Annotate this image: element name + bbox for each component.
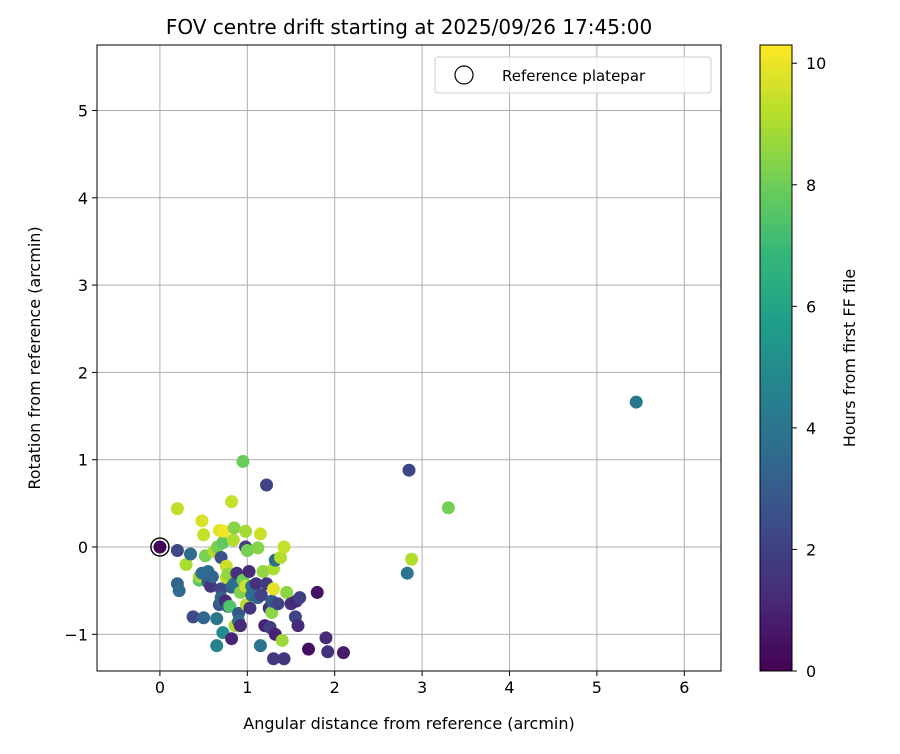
scatter-point bbox=[267, 652, 281, 666]
legend-marker-reference bbox=[454, 65, 474, 85]
scatter-point bbox=[242, 564, 256, 578]
scatter-point bbox=[400, 566, 414, 580]
reference-marker-layer bbox=[150, 537, 170, 557]
scatter-point bbox=[274, 550, 288, 564]
colorbar-ticks: 0 2 4 6 8 10 bbox=[792, 54, 826, 681]
x-axis-ticks: 0 1 2 3 4 5 6 bbox=[155, 671, 689, 697]
colorbar: 0 2 4 6 8 10 Hours from first FF file bbox=[759, 44, 859, 681]
scatter-point bbox=[267, 582, 281, 596]
y-tick-label: 3 bbox=[78, 276, 88, 295]
scatter-point bbox=[205, 570, 219, 584]
scatter-point bbox=[301, 642, 315, 656]
colorbar-gradient bbox=[759, 44, 793, 672]
legend: Reference platepar bbox=[434, 56, 712, 94]
y-tick-label: 4 bbox=[78, 189, 88, 208]
scatter-point bbox=[184, 547, 198, 561]
scatter-point bbox=[236, 454, 250, 468]
scatter-point bbox=[441, 501, 455, 515]
scatter-point bbox=[225, 632, 239, 646]
scatter-point bbox=[179, 557, 193, 571]
colorbar-tick-label: 0 bbox=[806, 662, 816, 681]
y-tick-label: 1 bbox=[78, 451, 88, 470]
y-axis-title: Rotation from reference (arcmin) bbox=[25, 226, 44, 489]
scatter-point bbox=[172, 584, 186, 598]
scatter-point bbox=[186, 610, 200, 624]
scatter-point bbox=[225, 495, 239, 509]
scatter-point bbox=[405, 552, 419, 566]
scatter-point bbox=[254, 588, 268, 602]
scatter-point bbox=[291, 619, 305, 633]
scatter-point bbox=[170, 544, 184, 558]
y-tick-label: 2 bbox=[78, 363, 88, 382]
x-tick-label: 2 bbox=[330, 678, 340, 697]
scatter-point bbox=[227, 521, 241, 535]
legend-label-reference: Reference platepar bbox=[502, 67, 646, 85]
scatter-point bbox=[280, 585, 294, 599]
scatter-point bbox=[253, 639, 267, 653]
colorbar-tick-label: 2 bbox=[806, 540, 816, 559]
scatter-point bbox=[210, 612, 224, 626]
scatter-point bbox=[217, 524, 231, 538]
grid-lines bbox=[97, 45, 721, 671]
scatter-point bbox=[195, 514, 209, 528]
scatter-point bbox=[240, 544, 254, 558]
scatter-point bbox=[293, 591, 307, 605]
legend-box bbox=[434, 56, 712, 94]
y-axis-ticks: −1 0 1 2 3 4 5 bbox=[64, 101, 97, 644]
colorbar-tick-label: 4 bbox=[806, 419, 816, 438]
scatter-point bbox=[319, 631, 333, 645]
scatter-point bbox=[197, 611, 211, 625]
scatter-point bbox=[153, 540, 167, 554]
scatter-point bbox=[251, 541, 265, 555]
y-tick-label: 5 bbox=[78, 101, 88, 120]
x-tick-label: 1 bbox=[242, 678, 252, 697]
chart-title: FOV centre drift starting at 2025/09/26 … bbox=[166, 15, 652, 39]
x-tick-label: 0 bbox=[155, 678, 165, 697]
x-axis-title: Angular distance from reference (arcmin) bbox=[243, 714, 574, 733]
x-tick-label: 6 bbox=[679, 678, 689, 697]
scatter-point bbox=[197, 528, 211, 542]
scatter-point bbox=[260, 478, 274, 492]
colorbar-tick-label: 10 bbox=[806, 54, 826, 73]
plot-frame bbox=[96, 44, 722, 672]
scatter-point bbox=[170, 502, 184, 516]
scatter-point bbox=[629, 395, 643, 409]
scatter-point bbox=[210, 639, 224, 653]
scatter-point bbox=[233, 619, 247, 633]
scatter-points bbox=[153, 395, 643, 666]
scatter-point bbox=[249, 577, 263, 591]
scatter-point bbox=[277, 652, 291, 666]
scatter-point bbox=[226, 533, 240, 547]
scatter-point bbox=[336, 646, 350, 660]
scatter-point bbox=[275, 633, 289, 647]
x-tick-label: 3 bbox=[417, 678, 427, 697]
colorbar-tick-label: 6 bbox=[806, 297, 816, 316]
scatter-point bbox=[256, 564, 270, 578]
scatter-point bbox=[402, 463, 416, 477]
colorbar-title: Hours from first FF file bbox=[840, 269, 859, 448]
reference-point-marker bbox=[150, 537, 170, 557]
colorbar-tick-label: 8 bbox=[806, 176, 816, 195]
scatter-point bbox=[321, 645, 335, 659]
scatter-point bbox=[204, 579, 218, 593]
scatter-point bbox=[310, 585, 324, 599]
y-tick-label: −1 bbox=[64, 625, 88, 644]
x-tick-label: 4 bbox=[504, 678, 514, 697]
x-tick-label: 5 bbox=[592, 678, 602, 697]
scatter-point bbox=[243, 601, 257, 615]
scatter-point bbox=[271, 597, 285, 611]
scatter-point bbox=[253, 527, 267, 541]
scatter-point bbox=[277, 540, 291, 554]
scatter-point bbox=[216, 536, 230, 550]
scatter-point bbox=[223, 599, 237, 613]
scatter-point bbox=[239, 524, 253, 538]
y-tick-label: 0 bbox=[78, 538, 88, 557]
